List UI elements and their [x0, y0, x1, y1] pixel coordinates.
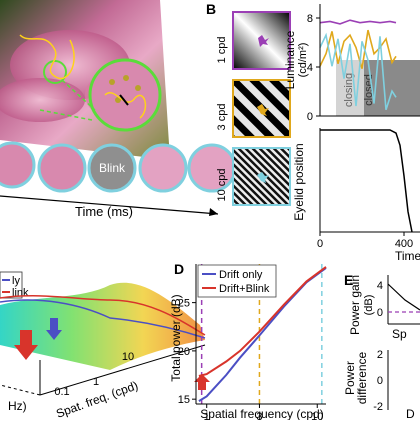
- d-ytick-label-2: 15: [178, 394, 190, 406]
- e-xlabel-partial: Sp: [392, 327, 407, 341]
- c-freq-tick-2: 10: [122, 351, 134, 363]
- lum-tick-8: 8: [307, 13, 313, 25]
- gain-arrow: [194, 374, 210, 390]
- series-drift-blink: [198, 266, 327, 377]
- e-ylabel-top: Power gain: [348, 275, 362, 335]
- d-ytick-label-1: 20: [178, 346, 190, 358]
- lum-tick-4: 4: [307, 62, 313, 74]
- panel-e: 4 0 Power gain (dB) Sp 2 0 -2 Power diff…: [343, 275, 420, 421]
- time-ms-label: Time (ms): [75, 204, 133, 219]
- grating-1cpd: 1 cpd: [216, 11, 291, 70]
- e-ylabel-bottom-2: difference: [355, 351, 369, 404]
- luminance-chart: closing closed 8 4 0 Luminance (cd/m²): [283, 4, 420, 123]
- e-ylabel-bottom: Power: [343, 361, 357, 395]
- panel-a-frames: Blink Time (ms): [0, 141, 237, 219]
- luminance-series-1: [319, 19, 397, 25]
- panel-d-letter: D: [174, 261, 184, 277]
- time-tick-0: 0: [317, 238, 323, 250]
- e-tick-m2: -2: [373, 401, 383, 413]
- gaze-trace: [19, 34, 75, 80]
- d-ylabel: Total power (dB): [169, 294, 183, 381]
- grating-3-label: 10 cpd: [216, 168, 228, 201]
- time-label: Time: [395, 249, 420, 263]
- eyelid-trace: [320, 129, 413, 233]
- c-legend-2: link: [12, 287, 29, 299]
- zoom-circle: [88, 58, 162, 132]
- grating-10cpd: 10 cpd: [216, 147, 291, 206]
- d-xlabel: Spatial frequency (cpd): [200, 407, 323, 420]
- e-tick-4: 4: [377, 280, 383, 292]
- closed-label: closed: [363, 74, 375, 106]
- e-tick-0: 0: [377, 307, 383, 319]
- c-freq-tick-0: 0.1: [54, 386, 69, 398]
- c-freq-tick-1: 1: [93, 376, 99, 388]
- luminance-series-2: [319, 29, 397, 69]
- blink-frame: [87, 143, 137, 193]
- c-legend-1: ly: [12, 275, 20, 287]
- lum-tick-0: 0: [307, 111, 313, 123]
- luminance-unit: (cd/m²): [297, 43, 309, 78]
- closing-label: closing: [343, 73, 355, 107]
- e-letter-partial: D: [406, 407, 415, 420]
- e-tick-0b: 0: [377, 375, 383, 387]
- e-unit-top: (dB): [363, 295, 375, 316]
- d-legend-drift: Drift only: [219, 269, 263, 281]
- c-hz-label: Hz): [8, 399, 27, 413]
- eyelid-chart: 0 400 Time Eyelid position: [292, 128, 420, 263]
- luminance-series: [319, 19, 397, 111]
- time-tick-400: 400: [395, 238, 413, 250]
- panel-e-letter: E: [344, 272, 353, 288]
- panel-b-letter: B: [206, 1, 216, 17]
- d-legend: Drift only Drift+Blink: [197, 264, 277, 298]
- grating-3cpd: 3 cpd: [216, 79, 291, 138]
- panel-a-photo: [0, 0, 170, 160]
- d-ytick-label-0: 25: [178, 298, 190, 310]
- eyelid-label: Eyelid position: [292, 143, 306, 220]
- grating-1-label: 1 cpd: [216, 37, 228, 64]
- blink-label: Blink: [99, 161, 126, 175]
- d-xtick-label-1: 3: [256, 411, 262, 420]
- luminance-series-3: [319, 32, 397, 111]
- e-tick-2: 2: [377, 349, 383, 361]
- grating-2-label: 3 cpd: [216, 104, 228, 131]
- d-xtick-label-0: 1: [204, 411, 210, 420]
- luminance-label: Luminance: [283, 30, 297, 89]
- d-legend-blink: Drift+Blink: [219, 283, 270, 295]
